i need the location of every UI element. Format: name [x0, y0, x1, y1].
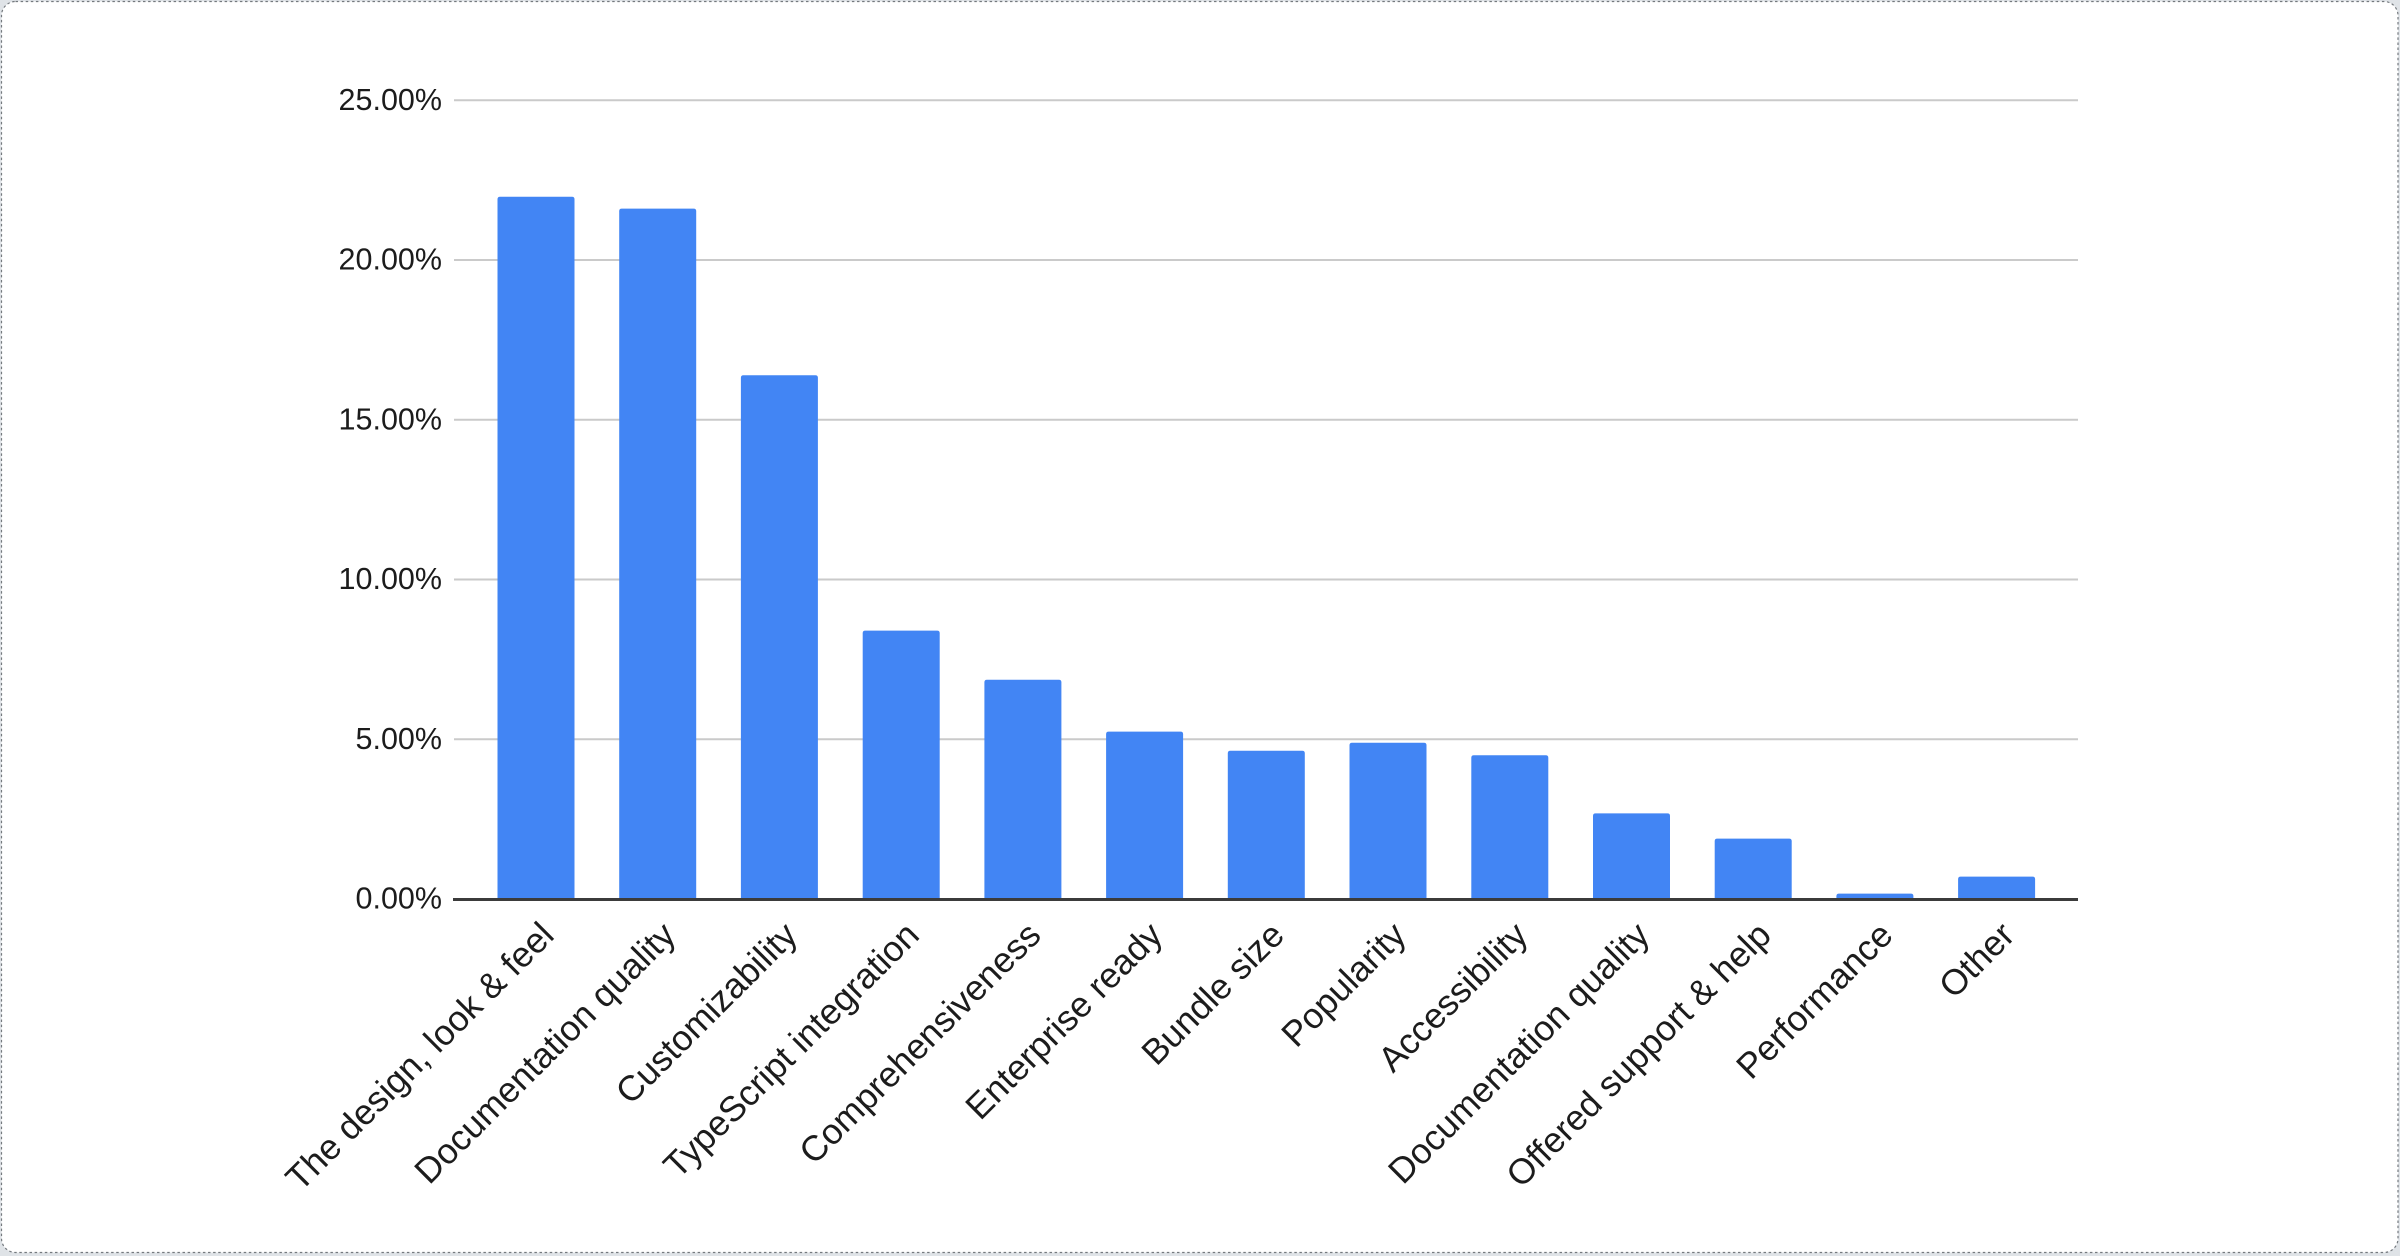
- svg-text:0.00%: 0.00%: [356, 882, 442, 916]
- svg-text:5.00%: 5.00%: [356, 722, 442, 756]
- svg-text:10.00%: 10.00%: [339, 562, 442, 596]
- svg-text:25.00%: 25.00%: [339, 83, 442, 117]
- svg-text:15.00%: 15.00%: [339, 402, 442, 436]
- svg-text:20.00%: 20.00%: [339, 243, 442, 277]
